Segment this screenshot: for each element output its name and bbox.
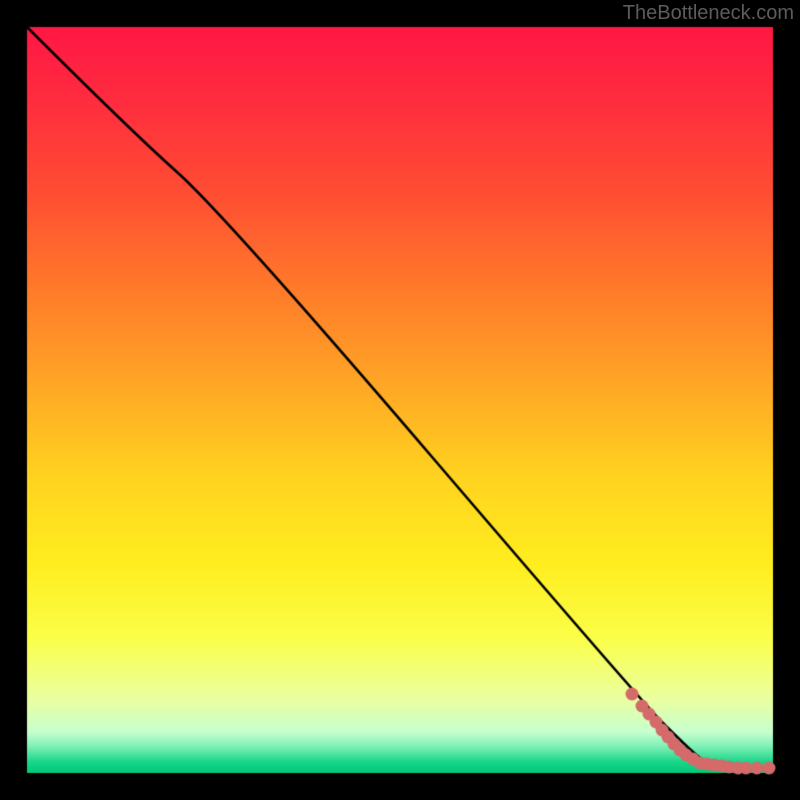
bottleneck-chart-canvas — [0, 0, 800, 800]
chart-container: TheBottleneck.com — [0, 0, 800, 800]
watermark-text: TheBottleneck.com — [623, 2, 794, 25]
